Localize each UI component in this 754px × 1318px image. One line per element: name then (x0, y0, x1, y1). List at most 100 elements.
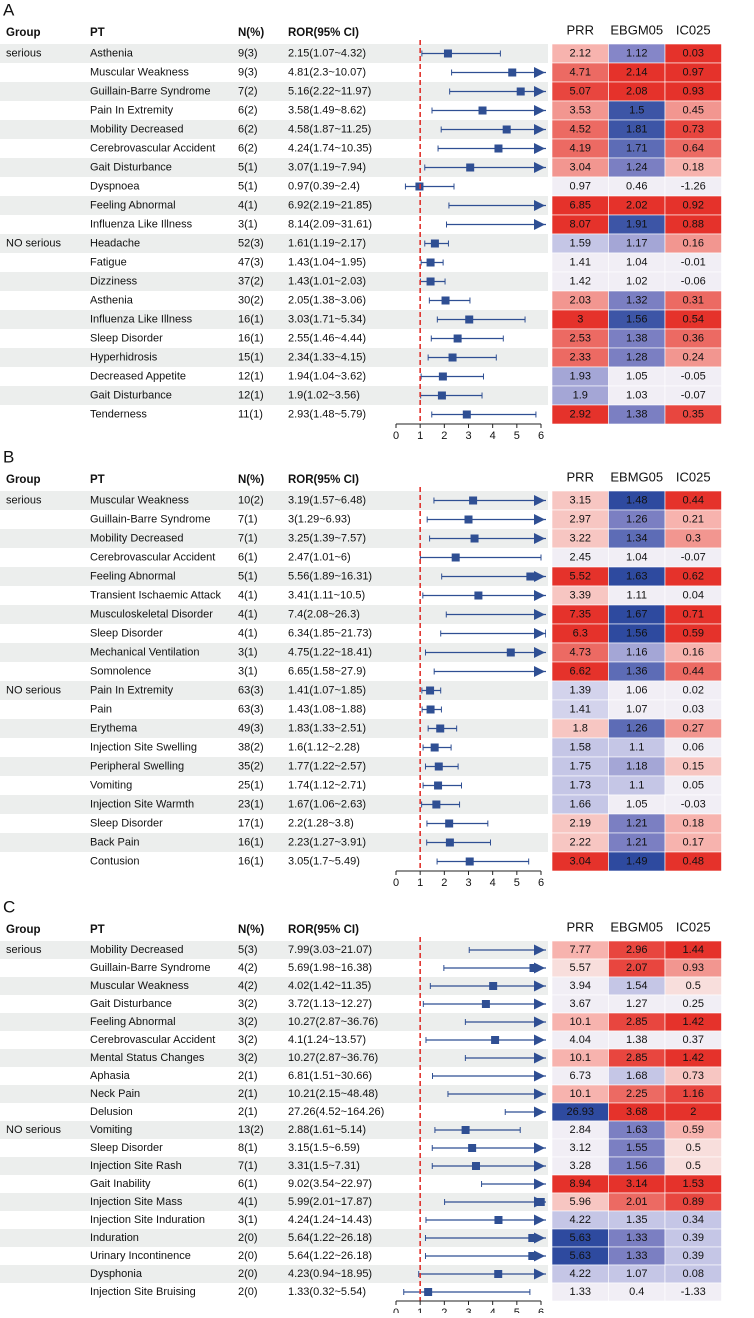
heat-value: 1.33 (626, 1250, 647, 1262)
row-stripe (0, 1265, 548, 1283)
heat-value: 1.42 (683, 1016, 704, 1028)
pt-name: Dyspnoea (90, 180, 140, 192)
heat-value: 1.71 (626, 142, 647, 154)
heat-value: 1.42 (683, 1052, 704, 1064)
point-estimate (491, 1036, 500, 1044)
ror-label: 2.2(1.28~3.8) (288, 817, 354, 829)
row-stripe (0, 234, 548, 253)
n-count: 2(1) (238, 1070, 258, 1082)
heat-value: 0.5 (686, 980, 701, 992)
pt-name: Muscular Weakness (90, 980, 189, 992)
heat-value: 2.84 (570, 1124, 591, 1136)
heat-value: 3 (577, 313, 583, 325)
heat-value: 0.44 (683, 494, 704, 506)
point-estimate (448, 353, 457, 362)
heat-value: 1.36 (626, 665, 647, 677)
arrow-head (534, 143, 545, 154)
heat-value: 1.56 (626, 313, 647, 325)
x-tick-label: 6 (538, 1307, 544, 1313)
x-tick-label: 0 (393, 877, 399, 889)
n-count: 4(1) (238, 1196, 258, 1208)
n-count: 5(1) (238, 161, 258, 173)
heat-value: 3.53 (570, 104, 591, 116)
point-estimate (529, 964, 538, 972)
heat-value: 1.1 (629, 741, 644, 753)
heat-value: 3.14 (626, 1178, 647, 1190)
heat-value: 0.54 (683, 313, 704, 325)
n-count: 16(1) (238, 332, 264, 344)
heat-value: 3.04 (570, 161, 591, 173)
heat-value: 0.3 (686, 532, 701, 544)
heat-value: 0.59 (683, 1124, 704, 1136)
pt-name: Hyperhidrosis (90, 351, 158, 363)
heat-value: 1.38 (626, 408, 647, 420)
ror-label: 3(1.29~6.93) (288, 513, 351, 525)
row-stripe (0, 348, 548, 367)
heat-value: 0.24 (683, 351, 704, 363)
forest-plot (403, 947, 546, 1296)
heat-value: 4.19 (570, 142, 591, 154)
heat-value: 0.97 (570, 180, 591, 192)
heat-value: 1.07 (626, 1268, 647, 1280)
n-count: 3(1) (238, 218, 258, 230)
point-estimate (426, 705, 435, 714)
heat-value: -0.07 (681, 389, 706, 401)
heat-value: 0.16 (683, 646, 704, 658)
heat-value: 0.39 (683, 1232, 704, 1244)
heat-value: 1.34 (626, 532, 647, 544)
group-name: NO serious (6, 1124, 62, 1136)
row-stripe (0, 643, 548, 662)
heat-value: 1.26 (626, 722, 647, 734)
x-tick-label: 4 (490, 430, 496, 442)
arrow-head (534, 590, 545, 601)
heat-value: 7.77 (570, 944, 591, 956)
pt-name: Sleep Disorder (90, 817, 163, 829)
point-estimate (437, 391, 446, 400)
ror-label: 7.4(2.08~26.3) (288, 608, 360, 620)
heat-value: 0.62 (683, 570, 704, 582)
pt-name: Asthenia (90, 294, 134, 306)
heat-value: 0.17 (683, 836, 704, 848)
header-n: N(%) (238, 474, 264, 486)
row-stripe (0, 1157, 548, 1175)
ror-label: 1.43(1.01~2.03) (288, 275, 366, 287)
row-stripe (0, 1013, 548, 1031)
pt-name: Injection Site Rash (90, 1160, 182, 1172)
heat-value: -1.33 (681, 1286, 706, 1298)
heat-value: 1.5 (629, 104, 644, 116)
heat-value: 5.07 (570, 85, 591, 97)
n-count: 15(1) (238, 351, 264, 363)
n-count: 16(1) (238, 836, 264, 848)
n-count: 5(3) (238, 944, 258, 956)
heat-value: 0.46 (626, 180, 647, 192)
heat-value: 2.33 (570, 351, 591, 363)
point-estimate (494, 1216, 503, 1224)
heat-value: 0.71 (683, 608, 704, 620)
n-count: 12(1) (238, 389, 264, 401)
pt-name: Gait Disturbance (90, 161, 172, 173)
row-stripe (0, 795, 548, 814)
heat-value: 2.12 (570, 47, 591, 59)
heat-value: 0.73 (683, 123, 704, 135)
ror-label: 2.34(1.33~4.15) (288, 351, 366, 363)
point-estimate (506, 648, 515, 657)
row-stripe (0, 1229, 548, 1247)
n-count: 52(3) (238, 237, 264, 249)
heat-value: 5.96 (570, 1196, 591, 1208)
row-stripe (0, 941, 548, 959)
heat-value: 2.22 (570, 836, 591, 848)
pt-name: Mental Status Changes (90, 1052, 205, 1064)
heat-value: 2.97 (570, 513, 591, 525)
ror-label: 6.81(1.51~30.66) (288, 1070, 372, 1082)
heat-value: 0.73 (683, 1070, 704, 1082)
heat-value: 1.49 (626, 855, 647, 867)
heat-value: 1.03 (626, 389, 647, 401)
pt-name: Mechanical Ventilation (90, 646, 199, 658)
heat-value: 3.68 (626, 1106, 647, 1118)
n-count: 38(2) (238, 741, 264, 753)
heat-value: 1.28 (626, 351, 647, 363)
n-count: 2(0) (238, 1268, 258, 1280)
arrow-head (534, 1214, 545, 1226)
pt-name: Cerebrovascular Accident (90, 551, 215, 563)
ror-label: 4.24(1.74~10.35) (288, 142, 372, 154)
